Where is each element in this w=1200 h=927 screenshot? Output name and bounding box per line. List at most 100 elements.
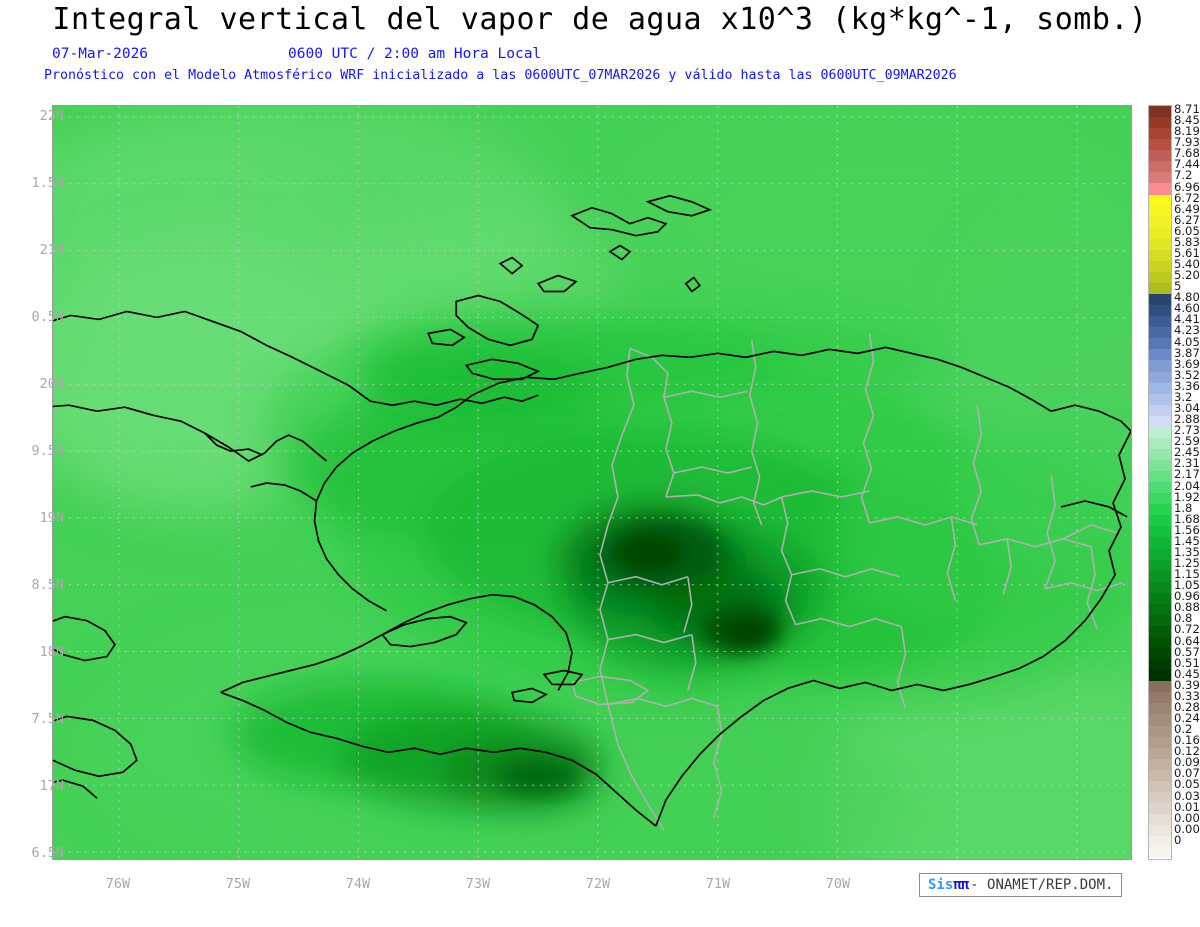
colorbar-tick-label: 2.888 <box>1174 412 1200 427</box>
colorbar-tick-label: 6.498 <box>1174 201 1200 216</box>
forecast-model-caption: Pronóstico con el Modelo Atmosférico WRF… <box>44 68 957 83</box>
x-tick-label: 71W <box>705 876 731 892</box>
province-boundaries <box>571 333 1124 831</box>
colorbar-segment <box>1149 504 1171 516</box>
colorbar-tick-label: 4.232 <box>1174 323 1200 338</box>
colorbar-segment <box>1149 526 1171 538</box>
colorbar-tick-label: 7.2 <box>1174 168 1193 183</box>
colorbar-tick-label: 2.738 <box>1174 423 1200 438</box>
colorbar-tick-label: 4.802 <box>1174 290 1200 305</box>
forecast-date: 07-Mar-2026 <box>52 46 149 62</box>
colorbar-tick-label: 1.8 <box>1174 500 1193 515</box>
colorbar-tick-label: 0.032 <box>1174 788 1200 803</box>
colorbar-segment <box>1149 482 1171 494</box>
colorbar-tick-label: 7.938 <box>1174 135 1200 150</box>
colorbar-segment <box>1149 338 1171 350</box>
colorbar-segment <box>1149 426 1171 438</box>
colorbar-tick-label: 6.272 <box>1174 212 1200 227</box>
colorbar-segment <box>1149 415 1171 427</box>
colorbar-tick-label: 2.048 <box>1174 478 1200 493</box>
colorbar-segment <box>1149 769 1171 781</box>
colorbar-segment <box>1149 327 1171 339</box>
colorbar-segment <box>1149 758 1171 770</box>
colorbar-segment <box>1149 349 1171 361</box>
colorbar-tick-label: 0 <box>1174 832 1182 847</box>
colorbar-tick-label: 0.968 <box>1174 589 1200 604</box>
y-tick-label: 0.5N <box>31 309 64 325</box>
source-logo-badge: Sis ππ - ONAMET/REP.DOM. <box>919 873 1123 897</box>
y-tick-label: 18N <box>39 644 64 660</box>
logo-brand-symbol: ππ <box>953 877 969 893</box>
colorbar-segment <box>1149 515 1171 527</box>
colorbar-segment <box>1149 360 1171 372</box>
chart-header: Integral vertical del vapor de agua x10^… <box>0 0 1200 92</box>
colorbar-tick-label: 7.688 <box>1174 146 1200 161</box>
x-tick-label: 74W <box>345 876 371 892</box>
colorbar-segment <box>1149 139 1171 151</box>
y-tick-label: 17N <box>39 778 64 794</box>
colorbar-tick-label: 0.338 <box>1174 688 1200 703</box>
colorbar-segment <box>1149 227 1171 239</box>
colorbar-tick-label: 5.618 <box>1174 245 1200 260</box>
colorbar-segment <box>1149 847 1171 859</box>
y-tick-label: 7.5N <box>31 711 64 727</box>
colorbar-tick-label: 2.592 <box>1174 434 1200 449</box>
colorbar-segment <box>1149 128 1171 140</box>
colorbar-tick-label: 3.872 <box>1174 345 1200 360</box>
colorbar-tick-label: 3.2 <box>1174 389 1193 404</box>
colorbar-tick-label: 1.568 <box>1174 522 1200 537</box>
colorbar-segment <box>1149 625 1171 637</box>
colorbar-segment <box>1149 316 1171 328</box>
colorbar-tick-label: 0.128 <box>1174 744 1200 759</box>
coastlines <box>53 194 1131 827</box>
y-tick-label: 19N <box>39 510 64 526</box>
colorbar-labels: 8.7128.458.1927.9387.6887.4427.26.9626.7… <box>1174 103 1200 860</box>
colorbar-tick-label: 4.418 <box>1174 312 1200 327</box>
colorbar-segment <box>1149 791 1171 803</box>
colorbar-segment <box>1149 570 1171 582</box>
colorbar-segment <box>1149 260 1171 272</box>
colorbar-tick-label: 5.832 <box>1174 234 1200 249</box>
colorbar-tick-label: 0.882 <box>1174 600 1200 615</box>
colorbar-segment <box>1149 106 1171 118</box>
colorbar-tick-label: 2.45 <box>1174 445 1200 460</box>
colorbar-tick-label: 2.312 <box>1174 456 1200 471</box>
colorbar-segment <box>1149 437 1171 449</box>
colorbar-tick-label: 1.152 <box>1174 567 1200 582</box>
forecast-time: 0600 UTC / 2:00 am Hora Local <box>288 46 542 62</box>
colorbar-tick-label: 0.648 <box>1174 633 1200 648</box>
x-tick-label: 75W <box>225 876 251 892</box>
colorbar-segment <box>1149 559 1171 571</box>
colorbar-tick-label: 1.922 <box>1174 489 1200 504</box>
y-tick-label: 9.5N <box>31 443 64 459</box>
colorbar-tick-label: 8.192 <box>1174 124 1200 139</box>
colorbar-tick-label: 3.362 <box>1174 378 1200 393</box>
colorbar-tick-label: 3.042 <box>1174 400 1200 415</box>
y-tick-label: 1.5N <box>31 175 64 191</box>
colorbar-segment <box>1149 393 1171 405</box>
colorbar-tick-label: 1.682 <box>1174 511 1200 526</box>
colorbar-tick-label: 5.202 <box>1174 268 1200 283</box>
colorbar-segment <box>1149 283 1171 295</box>
colorbar-tick-label: 3.698 <box>1174 356 1200 371</box>
colorbar-segment <box>1149 648 1171 660</box>
colorbar-segment <box>1149 161 1171 173</box>
colorbar-segment <box>1149 183 1171 195</box>
colorbar-tick-label: 0.45 <box>1174 666 1200 681</box>
colorbar-tick-label: 0.8 <box>1174 611 1193 626</box>
map-plot-area <box>52 105 1132 860</box>
colorbar-segment <box>1149 249 1171 261</box>
y-tick-label: 6.5N <box>31 845 64 861</box>
colorbar-segment <box>1149 692 1171 704</box>
colorbar-segment <box>1149 825 1171 837</box>
colorbar-tick-label: 7.442 <box>1174 157 1200 172</box>
colorbar-segment <box>1149 814 1171 826</box>
colorbar-tick-label: 6.728 <box>1174 190 1200 205</box>
colorbar-segment <box>1149 117 1171 129</box>
colorbar-tick-label: 4.608 <box>1174 301 1200 316</box>
colorbar-tick-label: 0.098 <box>1174 755 1200 770</box>
map-gridlines <box>53 106 1131 859</box>
colorbar-tick-label: 1.352 <box>1174 544 1200 559</box>
colorbar-segment <box>1149 714 1171 726</box>
